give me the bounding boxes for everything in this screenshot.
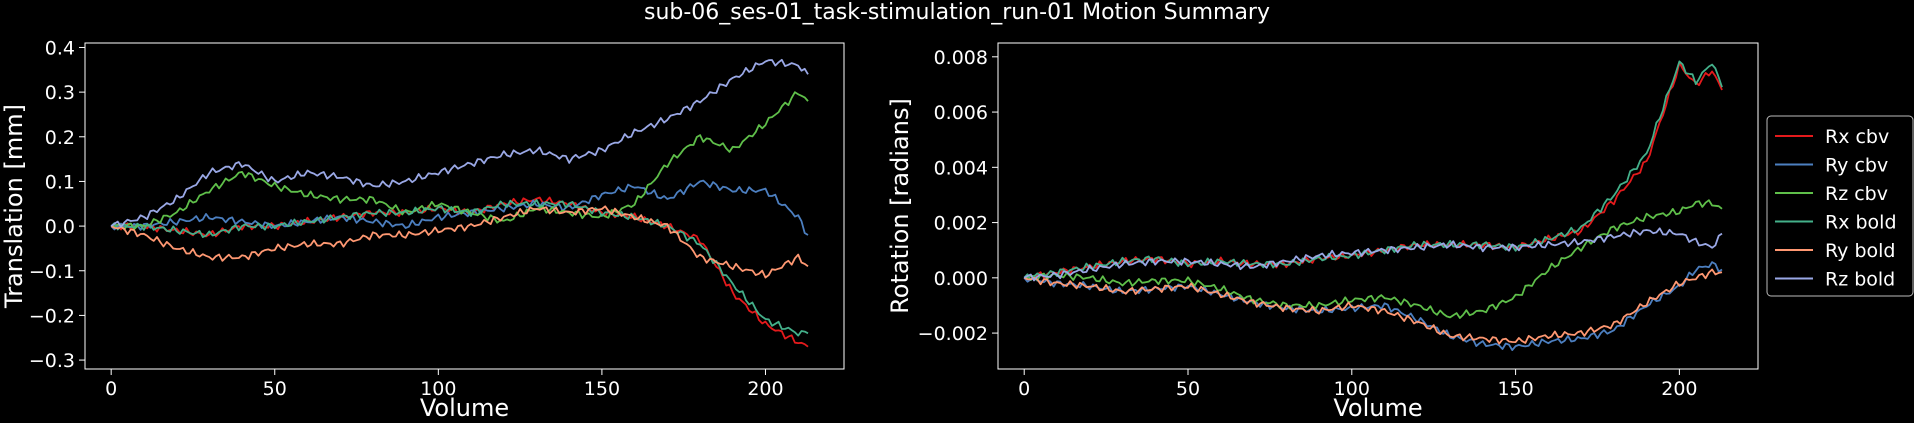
- legend: Rx cbv Ry cbv Rz cbv Rx bold Ry bold Rz bold: [1766, 115, 1914, 297]
- x-tick-label: 200: [1661, 378, 1697, 400]
- y-axis-label: Translation [mm]: [0, 104, 28, 309]
- series-line-rx-bold: [1023, 60, 1723, 282]
- y-tick-label: 0.0: [45, 216, 75, 238]
- x-axis-label: Volume: [420, 394, 509, 422]
- x-tick-label: 0: [105, 378, 117, 400]
- x-tick-label: 200: [747, 378, 783, 400]
- legend-label: Rz cbv: [1825, 183, 1888, 205]
- y-tick-label: 0.008: [934, 47, 988, 69]
- series-line-ry-bold: [110, 205, 809, 279]
- x-tick-label: 50: [263, 378, 287, 400]
- y-tick-label: 0.002: [934, 213, 988, 235]
- y-axis-label: Rotation [radians]: [886, 98, 914, 314]
- legend-label: Ry bold: [1825, 240, 1895, 262]
- series-line-ry-cbv: [110, 179, 809, 236]
- legend-label: Ry cbv: [1825, 155, 1888, 177]
- y-tick-label: 0.000: [934, 268, 988, 290]
- series-line-rz-cbv: [111, 91, 809, 231]
- series-line-rx-cbv: [1023, 61, 1723, 281]
- y-tick-label: 0.4: [45, 37, 75, 59]
- series-line-ry-bold: [1023, 268, 1723, 345]
- y-tick-label: −0.3: [29, 350, 75, 372]
- series-line-rz-bold: [1023, 227, 1723, 282]
- x-tick-label: 100: [1334, 378, 1370, 400]
- y-tick-label: 0.3: [45, 82, 75, 104]
- x-tick-label: 50: [1176, 378, 1200, 400]
- rotation-panel: 0 50 100 150 200 −0.002 0.000 0.002 0.004 0.006 0.…: [886, 42, 1759, 422]
- x-axis-label: Volume: [1333, 394, 1422, 422]
- series-line-rz-bold: [110, 58, 809, 228]
- figure-title: sub-06_ses-01_task-stimulation_run-01 Mo…: [644, 0, 1270, 25]
- y-tick-label: 0.1: [45, 171, 75, 193]
- x-tick-label: 150: [584, 378, 620, 400]
- plot-frame: [84, 42, 845, 370]
- series-line-rx-bold: [110, 198, 809, 337]
- series-line-rx-cbv: [110, 196, 809, 348]
- series-line-rz-cbv: [1024, 199, 1723, 319]
- legend-label: Rx cbv: [1825, 126, 1889, 148]
- x-tick-label: 150: [1497, 378, 1533, 400]
- translation-panel: 0 50 100 150 200 −0.3 −0.2 −0.1 0.0 0.1 0.2 0.3 0.4 V…: [0, 37, 845, 422]
- y-tick-label: −0.2: [29, 305, 75, 327]
- x-tick-label: 0: [1018, 378, 1030, 400]
- legend-label: Rz bold: [1825, 269, 1895, 291]
- x-tick-label: 100: [420, 378, 456, 400]
- y-tick-label: 0.006: [934, 102, 988, 124]
- plot-frame: [997, 42, 1759, 370]
- series-line-ry-cbv: [1023, 261, 1723, 352]
- y-tick-label: −0.1: [29, 261, 75, 283]
- y-tick-label: 0.2: [45, 127, 75, 149]
- y-tick-label: −0.002: [918, 323, 988, 345]
- y-tick-label: 0.004: [934, 157, 988, 179]
- legend-label: Rx bold: [1825, 212, 1897, 234]
